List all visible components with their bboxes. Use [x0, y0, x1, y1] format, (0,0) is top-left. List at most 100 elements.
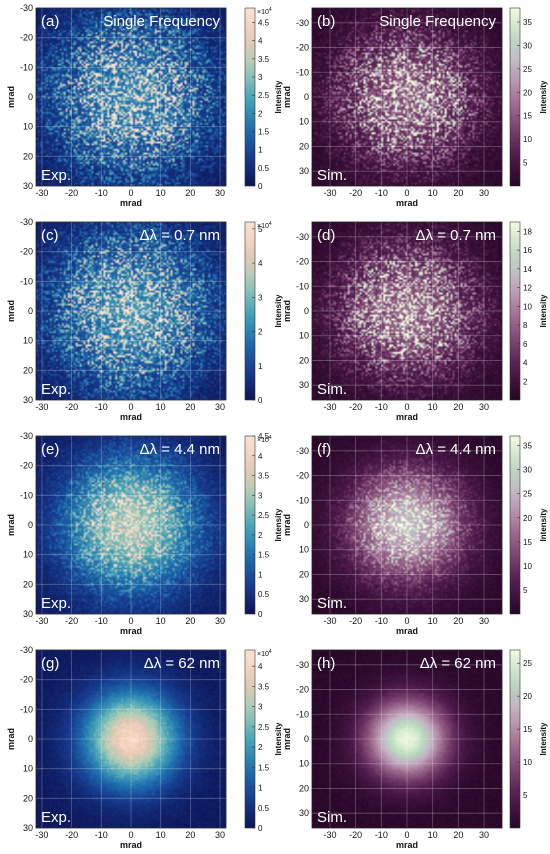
x-tick-label: 0 [404, 402, 409, 412]
y-tick-label: 10 [23, 550, 33, 560]
plot-frame [311, 7, 503, 187]
y-tick-label: 10 [299, 545, 309, 555]
colorbar [509, 7, 521, 187]
colorbar-tick-label: 3.5 [258, 472, 270, 481]
y-tick-label: 0 [304, 520, 309, 530]
panel-label: (f) [317, 441, 331, 458]
panel-title: Single Frequency [379, 13, 496, 30]
heatmap-image [312, 8, 502, 186]
colorbar-tick-label: 10 [523, 562, 532, 571]
colorbar-tick-label: 4 [258, 662, 263, 671]
colorbar-tick-label: 5 [523, 586, 528, 595]
x-tick-label: 0 [404, 830, 409, 840]
colorbar-tick-label: 30 [523, 41, 532, 50]
colorbar [509, 649, 521, 829]
x-axis-label: mrad [120, 412, 142, 422]
colorbar-tick-label: 6 [523, 340, 528, 349]
y-tick-label: -30 [20, 645, 33, 655]
colorbar-label: Intensity [274, 508, 283, 541]
colorbar-tick-label: 20 [523, 514, 532, 523]
colorbar [509, 221, 521, 401]
x-axis-label: mrad [120, 840, 142, 850]
x-tick-label: 30 [215, 616, 225, 626]
x-tick-label: 0 [128, 402, 133, 412]
y-tick-label: 30 [299, 166, 309, 176]
y-tick-label: -10 [20, 490, 33, 500]
y-tick-label: -20 [20, 33, 33, 43]
x-tick-label: 20 [185, 830, 195, 840]
y-tick-label: 20 [23, 793, 33, 803]
heatmap-image [312, 650, 502, 828]
x-tick-label: 10 [156, 188, 166, 198]
colorbar [244, 7, 256, 187]
y-tick-label: 10 [23, 122, 33, 132]
x-tick-label: 10 [428, 616, 438, 626]
colorbar-tick-label: 2 [258, 743, 263, 752]
corner-label: Exp. [41, 595, 71, 612]
y-tick-label: 0 [28, 306, 33, 316]
x-tick-label: 20 [185, 616, 195, 626]
colorbar-tick-label: 15 [523, 725, 532, 734]
heatmap-image [312, 436, 502, 614]
x-tick-label: -20 [349, 616, 362, 626]
x-tick-label: -20 [349, 402, 362, 412]
y-tick-label: -20 [20, 675, 33, 685]
colorbar-tick-label: 3 [258, 703, 263, 712]
corner-label: Exp. [41, 167, 71, 184]
x-tick-label: 30 [215, 188, 225, 198]
x-tick-label: -10 [375, 830, 388, 840]
x-tick-label: 30 [479, 830, 489, 840]
y-tick-label: -10 [20, 276, 33, 286]
x-tick-label: -10 [95, 402, 108, 412]
x-tick-label: -30 [35, 830, 48, 840]
colorbar [509, 435, 521, 615]
y-tick-label: 10 [299, 117, 309, 127]
colorbar-tick-label: 25 [523, 65, 532, 74]
y-axis-label: mrad [282, 514, 292, 536]
panel-c: -30 -20 -10 0 10 20 30-30-20-100102030mradmrad… [6, 217, 283, 422]
colorbar-label: Intensity [539, 722, 548, 755]
colorbar-tick-label: 10 [523, 135, 532, 144]
colorbar-scale: ×104 [257, 435, 272, 444]
y-tick-label: -10 [20, 62, 33, 72]
panel-title: Δλ = 4.4 nm [140, 441, 220, 458]
y-tick-label: 30 [23, 609, 33, 619]
x-tick-label: -10 [375, 402, 388, 412]
x-tick-label: 10 [156, 402, 166, 412]
colorbar-label: Intensity [274, 80, 283, 113]
panel-title: Δλ = 0.7 nm [416, 227, 496, 244]
colorbar-tick-label: 2 [523, 377, 528, 386]
heatmap-image [36, 8, 226, 186]
corner-label: Exp. [41, 809, 71, 826]
panel-label: (d) [317, 227, 335, 244]
x-tick-label: 10 [428, 830, 438, 840]
panel-f: -30 -20 -10 0 10 20 30 -30 -20 -10 0 10 20 30 mrad mrad… [282, 435, 548, 636]
panel-title: Δλ = 4.4 nm [416, 441, 496, 458]
y-tick-label: 20 [23, 365, 33, 375]
y-tick-label: 30 [299, 594, 309, 604]
x-tick-label: 10 [156, 830, 166, 840]
x-axis-label: mrad [396, 626, 418, 636]
heatmap-image [36, 222, 226, 400]
colorbar-label: Intensity [539, 508, 548, 541]
corner-label: Sim. [317, 809, 347, 826]
panel-title: Δλ = 0.7 nm [140, 227, 220, 244]
colorbar-tick-label: 4.5 [258, 19, 270, 28]
colorbar-tick-label: 1 [258, 146, 263, 155]
colorbar [244, 649, 256, 829]
colorbar-tick-label: 0 [258, 396, 263, 405]
y-tick-label: -30 [296, 446, 309, 456]
x-tick-label: 10 [156, 616, 166, 626]
colorbar-tick-label: 12 [523, 284, 532, 293]
colorbar-tick-label: 30 [523, 466, 532, 475]
x-tick-label: 30 [479, 616, 489, 626]
x-tick-label: 20 [453, 402, 463, 412]
y-tick-label: 20 [299, 355, 309, 365]
y-axis-label: mrad [282, 86, 292, 108]
colorbar-tick-label: 18 [523, 227, 532, 236]
x-tick-label: 10 [428, 402, 438, 412]
panel-label: (g) [41, 655, 59, 672]
panel-label: (e) [41, 441, 59, 458]
x-tick-label: 0 [128, 616, 133, 626]
colorbar-tick-label: 25 [523, 490, 532, 499]
